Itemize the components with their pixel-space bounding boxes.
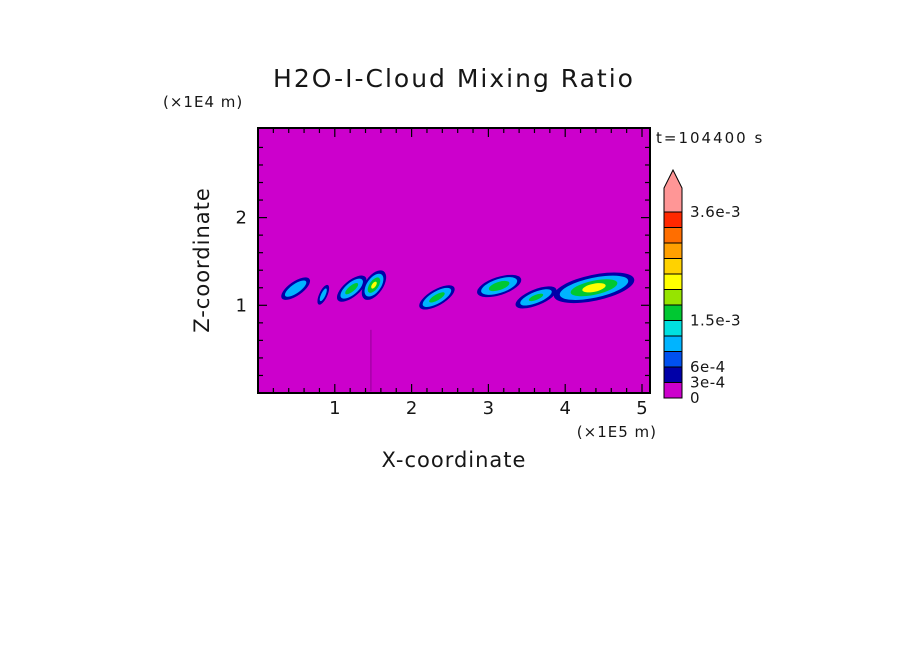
x-axis-unit-label: (×1E5 m) [577,423,657,441]
x-tick-label: 2 [406,398,417,419]
colorbar-segment [663,351,683,368]
colorbar-label: 3.6e-3 [690,203,741,221]
cloud-feature [515,286,557,309]
z-tick-label: 2 [236,208,247,229]
cloud-feature [317,284,330,305]
colorbar-label: 6e-4 [690,358,726,376]
colorbar-segment [663,258,683,275]
cloud-feature [477,274,522,298]
z-axis-title: Z-coordinate [190,187,214,333]
cloud-feature [361,270,387,300]
plot-frame [257,127,651,394]
plot-content: 1 2 3 4 5 1 2 [236,127,651,419]
x-tick-label: 5 [636,398,647,419]
axis-ticks [258,128,650,393]
cloud-feature [419,285,455,310]
colorbar-label: 0 [690,389,700,407]
z-tick-label: 1 [236,295,247,316]
colorbar-segment [663,273,683,290]
tick-labels: 1 2 3 4 5 1 2 [236,208,648,419]
colorbar-segment [663,289,683,306]
z-axis-unit-label: (×1E4 m) [163,93,243,111]
colorbar-arrow [663,168,683,213]
cloud-feature [336,275,367,302]
colorbar-label: 1.5e-3 [690,312,741,330]
colorbar-label: 3e-4 [690,374,726,392]
colorbar-segment [663,227,683,244]
colorbar-segment [663,382,683,399]
time-annotation: t=104400 s [656,129,764,147]
x-tick-label: 1 [329,398,340,419]
colorbar-segment [663,320,683,337]
cloud-feature [553,272,635,304]
colorbar-segment [663,366,683,383]
colorbar: 3.6e-3 1.5e-3 6e-43e-40 [663,168,741,407]
colorbar-segment [663,335,683,352]
plot-area [258,128,650,393]
x-tick-label: 4 [559,398,570,419]
x-axis-title: X-coordinate [382,448,527,472]
cloud-contours [281,270,635,392]
colorbar-segment [663,242,683,259]
colorbar-segment [663,211,683,228]
colorbar-segment [663,304,683,321]
x-tick-label: 3 [483,398,494,419]
chart-title: H2O-I-Cloud Mixing Ratio [273,64,635,93]
cloud-feature [281,277,311,300]
